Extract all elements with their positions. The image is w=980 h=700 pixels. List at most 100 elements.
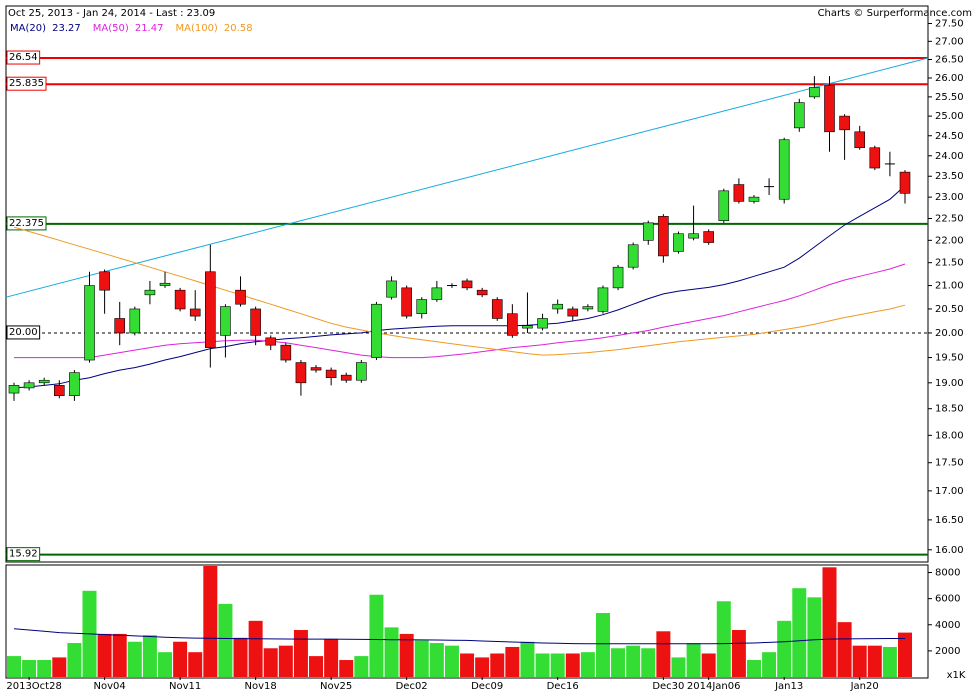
volume-bar (565, 653, 580, 677)
volume-bar (882, 646, 897, 677)
candle-body (84, 285, 95, 361)
volume-bar (188, 652, 203, 677)
candle-body (642, 222, 654, 241)
x-tick-label: Jan20 (850, 681, 879, 692)
level-label: 15.92 (9, 549, 38, 560)
y-tick-label: 27.00 (935, 36, 964, 47)
level-label: 20.00 (9, 327, 38, 338)
candle-body (537, 318, 548, 329)
level-label-box (6, 50, 41, 65)
volume-bar (444, 645, 459, 677)
legend-value: 21.47 (135, 23, 164, 34)
volume-bar (67, 643, 82, 677)
y-tick-label: 25.00 (935, 111, 964, 122)
volume-bar (490, 653, 505, 677)
volume-bar (52, 657, 67, 677)
x-tick-label: Nov18 (245, 681, 277, 692)
candle-body (809, 87, 820, 98)
volume-bar (293, 629, 308, 677)
volume-tick-label: 6000 (935, 594, 960, 605)
level-label: 25.835 (9, 78, 44, 89)
y-tick-label: 18.00 (935, 430, 964, 441)
volume-bar (701, 653, 716, 677)
moving-average (13, 185, 906, 389)
volume-bar (248, 620, 263, 677)
volume-bar (384, 627, 399, 677)
level-label-box (6, 216, 47, 231)
chart-title: Oct 25, 2013 - Jan 24, 2014 - Last : 23.… (8, 8, 215, 19)
candle-body (793, 102, 805, 129)
volume-bar (414, 640, 429, 677)
volume-bar (354, 656, 369, 677)
x-tick-label: Nov25 (320, 681, 352, 692)
candle-body (174, 289, 186, 310)
volume-bar (127, 641, 142, 677)
source: Charts © Surperformance.com (818, 8, 972, 19)
candle-body (280, 344, 292, 361)
y-tick-label: 23.00 (935, 192, 964, 203)
y-tick-label: 20.50 (935, 304, 964, 315)
y-tick-label: 19.00 (935, 378, 964, 389)
volume-bar (731, 629, 746, 677)
legend-value: 23.27 (52, 23, 81, 34)
volume-bar (550, 653, 565, 677)
y-tick-label: 21.50 (935, 258, 964, 269)
y-tick-label: 17.00 (935, 486, 964, 497)
candle-body (54, 385, 65, 396)
candle-body (416, 299, 428, 315)
candle-body (839, 115, 850, 131)
volume-bar (309, 656, 324, 677)
y-tick-label: 24.50 (935, 131, 964, 142)
moving-average (14, 263, 906, 359)
volume-bar (399, 633, 414, 677)
candle-body (159, 282, 171, 286)
candle-body (114, 318, 126, 334)
volume-bar (158, 652, 173, 677)
candle-body (476, 289, 488, 296)
y-tick-label: 17.50 (935, 458, 964, 469)
candle-body (340, 374, 352, 381)
candle-body (733, 184, 745, 202)
y-tick-label: 27.50 (935, 19, 964, 30)
candle-body (220, 306, 231, 336)
volume-bar (7, 656, 21, 677)
level-label: 26.54 (9, 52, 38, 63)
candle-body (824, 85, 835, 133)
candle-body (356, 362, 367, 381)
level-label-box (6, 547, 41, 562)
candle-body (250, 308, 261, 336)
candle-body (325, 369, 337, 378)
volume-bar (218, 603, 233, 677)
x-tick-label: Dec02 (396, 681, 428, 692)
volume-bar (505, 646, 520, 677)
volume-bar (641, 648, 656, 677)
volume-bar (429, 643, 444, 677)
volume-bar (112, 633, 127, 677)
y-tick-label: 16.50 (935, 515, 964, 526)
volume-bar (339, 660, 354, 677)
x-tick-label: Dec16 (547, 681, 579, 692)
candle-body (371, 303, 382, 358)
candle-body (522, 325, 533, 329)
y-tick-label: 16.00 (935, 545, 964, 556)
y-tick-label: 22.00 (935, 235, 964, 246)
volume-bar (716, 601, 731, 677)
y-tick-label: 18.50 (935, 404, 964, 415)
candle-body (778, 139, 790, 200)
volume-bar (278, 645, 293, 677)
candle-body (552, 303, 563, 310)
candle-body (99, 271, 110, 291)
candle-body (129, 308, 141, 334)
volume-unit: x1K (947, 670, 966, 681)
volume-bar (97, 633, 112, 677)
candle-body (401, 287, 412, 317)
volume-bar (626, 645, 641, 677)
x-tick-label: Dec30 (652, 681, 684, 692)
candle-body (703, 231, 714, 243)
volume-bar (686, 643, 701, 677)
candle-body (235, 289, 246, 305)
volume-ma (13, 628, 905, 645)
candle-body (189, 308, 201, 317)
legend-name: MA(100) (175, 23, 217, 34)
